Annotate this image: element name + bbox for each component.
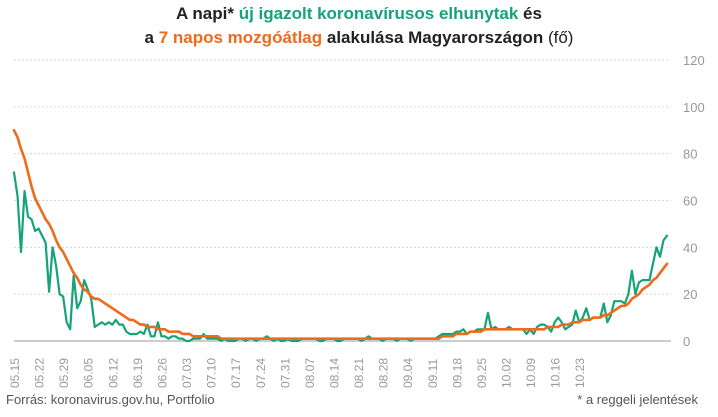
x-tick-label: 06.19 xyxy=(131,358,145,388)
chart-title-line-1: A napi* új igazolt koronavírusos elhunyt… xyxy=(0,2,718,26)
x-tick-label: 08.07 xyxy=(303,358,317,388)
x-tick-label: 07.10 xyxy=(205,358,219,388)
source-note: Forrás: koronavirus.gov.hu, Portfolio xyxy=(6,392,215,407)
x-tick-label: 08.14 xyxy=(327,358,341,388)
title-moving-average: 7 napos mozgóátlag xyxy=(158,28,323,47)
y-tick-label: 120 xyxy=(683,53,705,68)
title-unit: (fő) xyxy=(543,28,574,47)
x-tick-label: 10.16 xyxy=(549,358,563,388)
title-text: alakulása Magyarországon xyxy=(322,28,544,47)
x-tick-label: 10.23 xyxy=(573,358,587,388)
x-tick-label: 09.18 xyxy=(450,358,464,388)
y-tick-label: 100 xyxy=(683,100,705,115)
footnote: * a reggeli jelentések xyxy=(577,392,698,407)
x-tick-label: 09.25 xyxy=(475,358,489,388)
x-tick-label: 08.21 xyxy=(352,358,366,388)
y-tick-label: 40 xyxy=(683,240,697,255)
y-tick-label: 20 xyxy=(683,287,697,302)
title-text: A napi* xyxy=(176,4,239,23)
daily-deaths-line xyxy=(12,171,669,343)
x-tick-label: 07.31 xyxy=(278,358,292,388)
title-text: és xyxy=(518,4,542,23)
x-tick-label: 06.26 xyxy=(155,358,169,388)
x-tick-label: 06.05 xyxy=(82,358,96,388)
y-tick-label: 0 xyxy=(683,334,690,349)
moving-average-line xyxy=(12,128,669,340)
x-tick-label: 10.09 xyxy=(524,358,538,388)
x-tick-label: 06.12 xyxy=(106,358,120,388)
chart-title-line-2: a 7 napos mozgóátlag alakulása Magyarors… xyxy=(0,26,718,50)
x-tick-label: 05.15 xyxy=(8,358,22,388)
x-tick-label: 05.29 xyxy=(57,358,71,388)
title-text: a xyxy=(144,28,159,47)
x-tick-label: 09.11 xyxy=(426,359,440,388)
y-tick-label: 60 xyxy=(683,194,697,209)
y-tick-label: 80 xyxy=(683,147,697,162)
chart-title: A napi* új igazolt koronavírusos elhunyt… xyxy=(0,2,718,50)
x-tick-label: 07.03 xyxy=(180,358,194,388)
x-tick-label: 07.24 xyxy=(254,358,268,388)
x-tick-label: 08.28 xyxy=(377,358,391,388)
x-tick-label: 09.04 xyxy=(401,358,415,388)
x-tick-label: 07.17 xyxy=(229,358,243,388)
x-tick-label: 05.22 xyxy=(33,358,47,388)
title-daily-deaths: új igazolt koronavírusos elhunytak xyxy=(238,4,519,23)
x-tick-label: 10.02 xyxy=(500,358,514,388)
